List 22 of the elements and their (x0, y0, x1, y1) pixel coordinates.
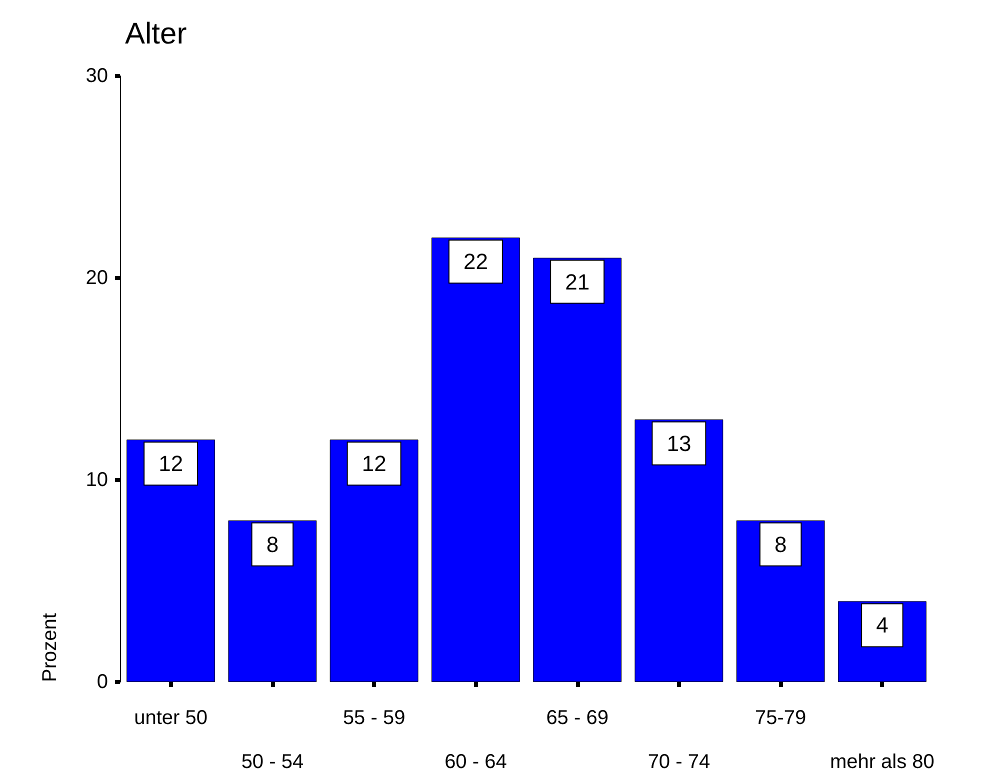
x-tick-label: 65 - 69 (546, 707, 608, 729)
x-tick-label: 70 - 74 (648, 751, 710, 773)
data-label: 8 (266, 532, 279, 557)
data-label: 8 (774, 532, 787, 557)
y-tick-label: 20 (86, 267, 108, 289)
data-label: 12 (362, 451, 386, 476)
x-tick-label: 60 - 64 (444, 751, 507, 773)
y-tick-label: 10 (86, 469, 108, 491)
data-label: 21 (565, 269, 590, 294)
y-axis-title: Prozent (39, 612, 61, 682)
chart-title: Alter (125, 18, 187, 50)
x-tick-label: 55 - 59 (342, 707, 406, 729)
data-label: 4 (876, 612, 888, 638)
y-tick-label: 0 (96, 671, 108, 693)
x-tick-label: 50 - 54 (241, 751, 304, 773)
x-tick-label: 75-79 (754, 707, 806, 729)
y-tick-label: 30 (86, 65, 108, 87)
x-tick-label: unter 50 (134, 707, 208, 729)
data-label: 13 (666, 430, 692, 456)
data-label: 12 (158, 451, 184, 476)
data-label: 22 (463, 249, 488, 274)
x-tick-label: mehr als 80 (830, 751, 934, 773)
